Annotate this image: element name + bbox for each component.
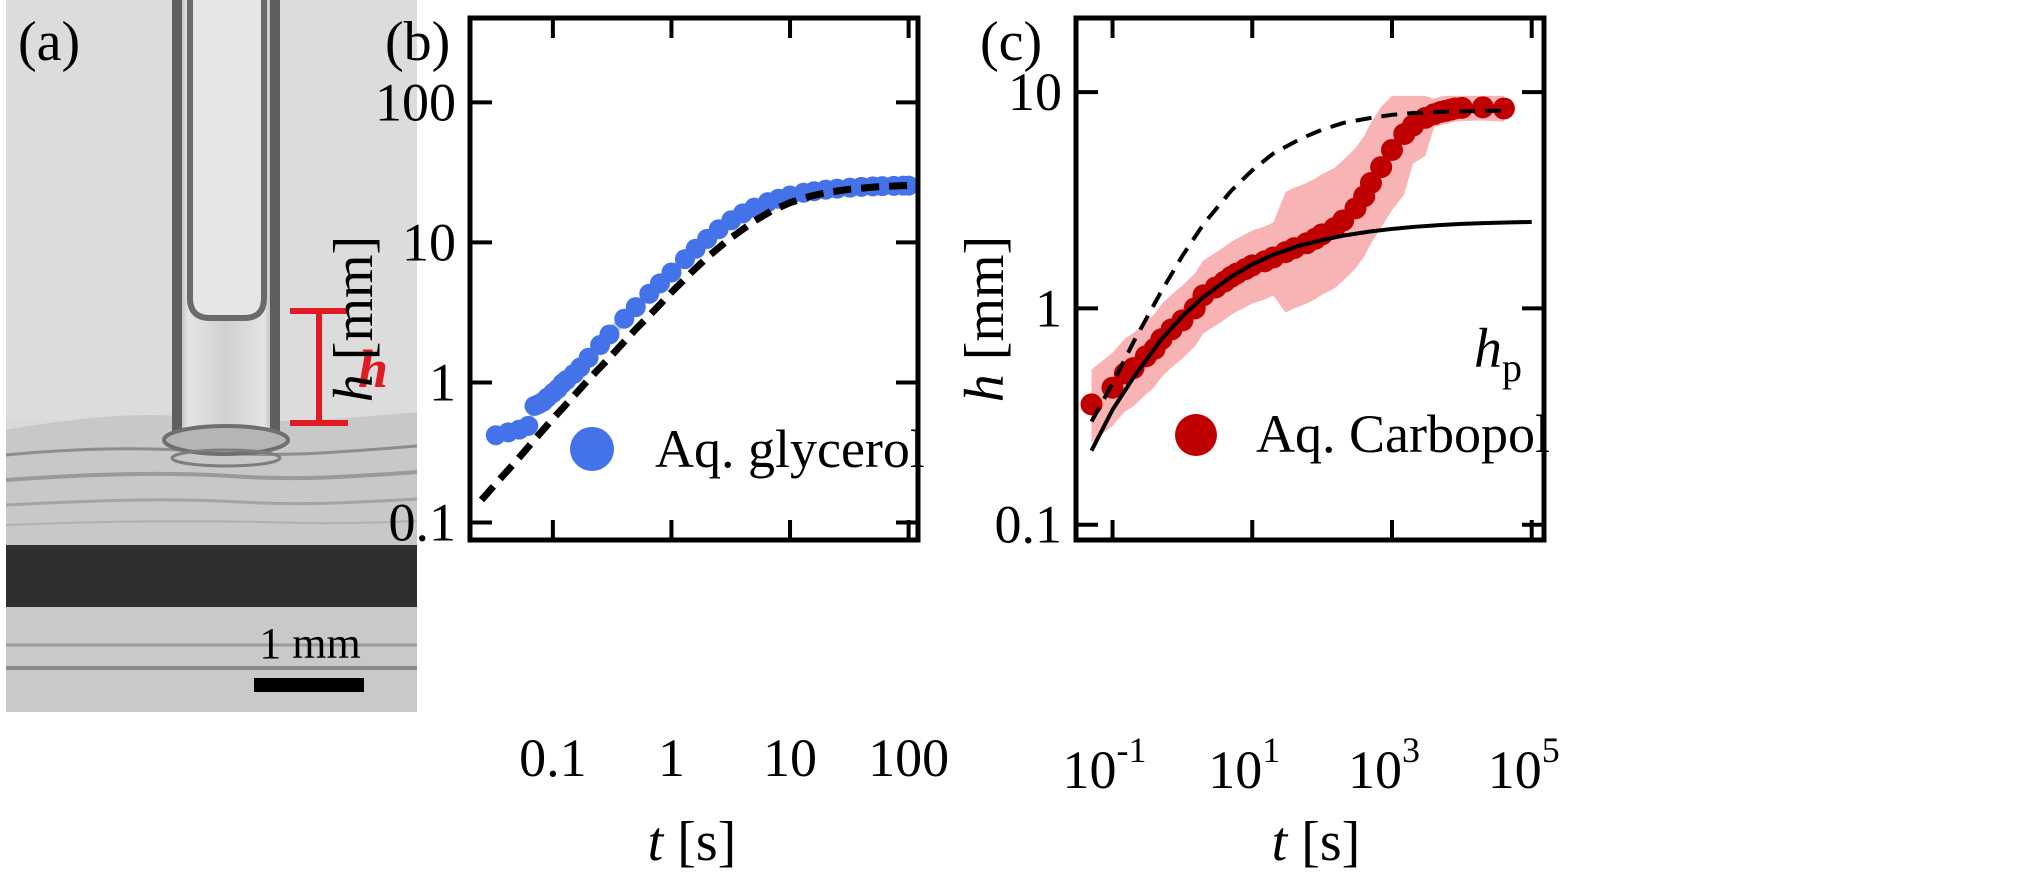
panel-a: h 1 mm (a) [5, 0, 418, 712]
fit-curve-dashed [1089, 108, 1504, 423]
data-point [661, 262, 682, 283]
data-point [625, 297, 646, 318]
scale-bar-line [254, 678, 364, 692]
y-tick-label: 0.1 [995, 495, 1063, 555]
fluid-surface [5, 412, 418, 545]
plot-frame [467, 15, 921, 543]
x-tick-label: 100 [868, 728, 949, 788]
data-point [1359, 171, 1382, 194]
data-point [1492, 97, 1515, 120]
fit-curve-dashed [478, 181, 909, 503]
data-point [1471, 96, 1494, 119]
uncertainty-band [1091, 95, 1504, 443]
hp-curve-label: hp [1474, 318, 1522, 390]
panel-a-label: (a) [18, 11, 80, 73]
hp-curve [1089, 219, 1532, 452]
x-tick-label: 10-1 [1063, 730, 1147, 800]
panel-label: (c) [980, 11, 1042, 73]
x-axis-label: t [s] [1272, 811, 1361, 873]
legend-marker [570, 427, 614, 471]
uncertainty-band [495, 178, 909, 443]
legend-label: Aq. Carbopol [1256, 404, 1550, 464]
capillary-tube [162, 0, 290, 468]
data-point [599, 324, 620, 345]
y-axis-label: h [mm] [954, 236, 1016, 402]
plot-frame [1073, 15, 1547, 543]
x-tick-label: 101 [1208, 730, 1280, 800]
data-point [1380, 138, 1403, 161]
scale-bar: 1 mm [254, 619, 364, 692]
legend-label: Aq. glycerol [655, 419, 925, 479]
x-tick-label: 103 [1348, 730, 1420, 800]
data-point [1370, 156, 1393, 179]
h-marker: h [290, 308, 388, 426]
substrate-band [6, 545, 417, 607]
data-point [1080, 393, 1103, 416]
data-point [518, 415, 539, 436]
panel-b: 0.1 1 10 100 0.1 1 10 100 t [s] h [mm] Aq. glycero… [323, 11, 949, 873]
substrate-lower [6, 607, 417, 712]
x-tick-label: 1 [658, 728, 685, 788]
legend-marker [1175, 414, 1217, 456]
x-tick-label: 105 [1488, 730, 1560, 800]
y-axis-label: h [mm] [323, 236, 385, 402]
y-tick-label: 1 [1035, 278, 1062, 338]
y-tick-label: 10 [402, 212, 456, 272]
scale-bar-label: 1 mm [259, 619, 360, 668]
panel-c: 0.1 1 10 10-1 101 103 105 t [s] h [mm] Aq. Carbop… [954, 11, 1560, 873]
x-axis-label: t [s] [648, 811, 737, 873]
y-tick-label: 100 [375, 72, 456, 132]
y-tick-label: 10 [1008, 62, 1062, 122]
data-point [578, 347, 599, 368]
data-point [1450, 96, 1473, 119]
x-tick-label: 0.1 [519, 728, 587, 788]
data-point [898, 175, 919, 196]
x-tick-label: 10 [763, 728, 817, 788]
h-marker-label: h [358, 339, 388, 399]
panel-label: (b) [385, 11, 450, 73]
y-tick-label: 0.1 [389, 493, 457, 553]
y-tick-label: 1 [429, 352, 456, 412]
